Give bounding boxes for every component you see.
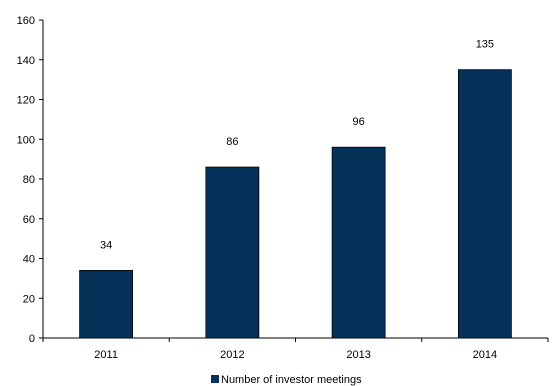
y-axis: 0 20 40 60 80 100 120 140 160	[17, 15, 44, 345]
y-tick-label: 120	[17, 95, 35, 107]
bar-2013	[331, 146, 386, 339]
data-label-2012: 86	[226, 136, 238, 148]
bars	[79, 69, 512, 339]
legend: Number of investor meetings	[211, 374, 362, 386]
y-tick-label: 20	[23, 293, 35, 305]
legend-swatch	[211, 375, 219, 383]
y-tick-label: 60	[23, 214, 35, 226]
bar-2011	[79, 270, 134, 339]
y-tick-label: 80	[23, 174, 35, 186]
x-axis: 2011 2012 2013 2014	[42, 337, 549, 361]
data-label-2011: 34	[100, 239, 112, 251]
data-label-2013: 96	[353, 116, 365, 128]
y-tick-label: 0	[29, 333, 35, 345]
bar-2014	[457, 69, 512, 339]
y-tick-label: 160	[17, 15, 35, 27]
y-tick-label: 100	[17, 134, 35, 146]
x-category-label: 2014	[473, 349, 497, 361]
y-tick-label: 140	[17, 55, 35, 67]
data-labels: 34 86 96 135	[100, 39, 494, 252]
y-tick-label: 40	[23, 254, 35, 266]
x-category-label: 2012	[220, 349, 244, 361]
bar-2012	[205, 166, 260, 339]
data-label-2014: 135	[476, 39, 494, 51]
legend-label: Number of investor meetings	[221, 374, 362, 386]
x-category-label: 2011	[94, 349, 118, 361]
x-category-label: 2013	[346, 349, 370, 361]
